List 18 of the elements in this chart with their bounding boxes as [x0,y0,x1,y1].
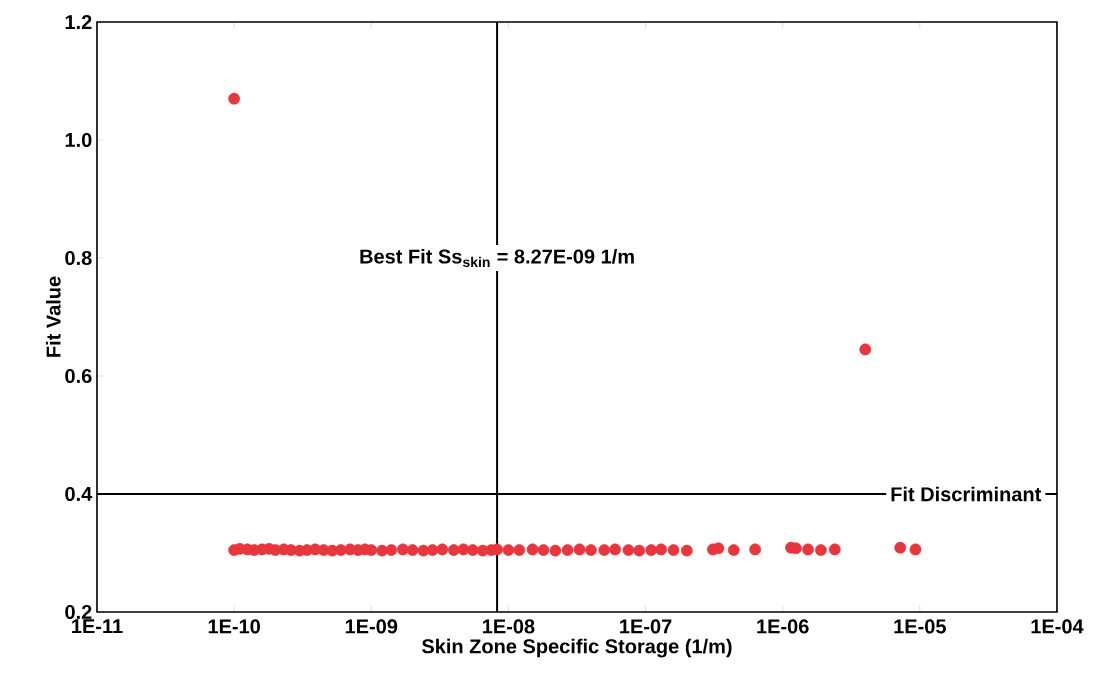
x-tick-label: 1E-11 [72,619,123,634]
x-tick-label: 1E-07 [620,619,672,634]
ref-line-label: Fit Discriminant [891,486,1042,502]
y-tick-label: 0.6 [65,368,92,384]
y-axis-title: Fit Value [45,276,61,357]
x-tick-label: 1E-08 [482,619,535,634]
y-tick-label: 1.0 [65,132,92,148]
x-tick-label: 1E-10 [208,619,260,634]
y-tick-label: 0.4 [65,486,93,502]
y-tick-label: 1.2 [65,15,92,29]
x-tick-label: 1E-04 [1031,619,1084,634]
x-axis-title: Skin Zone Specific Storage (1/m) [421,638,732,658]
x-tick-label: 1E-09 [345,619,398,634]
y-tick-label: 0.2 [65,604,92,620]
ref-line-label: Best Fit Ss$_{skin}$ = 8.27E-09 1/m [360,248,634,268]
x-tick-label: 1E-06 [757,619,809,634]
x-tick-label: 1E-05 [894,619,946,634]
y-tick-label: 0.8 [65,250,92,266]
